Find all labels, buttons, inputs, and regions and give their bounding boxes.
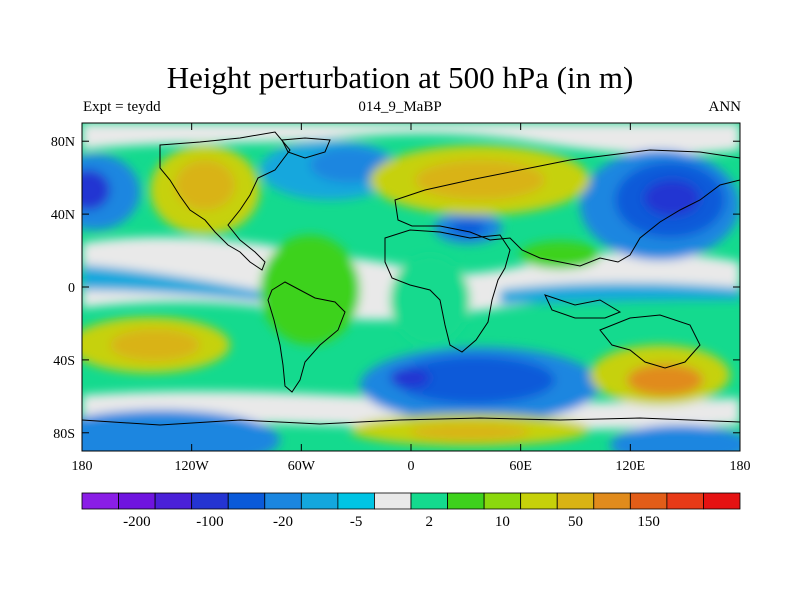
colorbar-swatch (264, 492, 302, 510)
contour-field (82, 123, 740, 451)
y-tick-label: 40S (53, 354, 75, 369)
case-label: 014_9_MaBP (358, 99, 442, 115)
y-tick-label: 40N (51, 208, 75, 223)
colorbar-label: -200 (123, 514, 151, 530)
colorbar-swatch (483, 492, 522, 510)
experiment-label: Expt = teydd (83, 99, 161, 115)
colorbar-label: 10 (495, 514, 510, 530)
y-tick-label: 80N (51, 135, 75, 150)
colorbar-label: 150 (637, 514, 660, 530)
colorbar-swatch (300, 492, 339, 510)
colorbar-swatch (337, 492, 375, 510)
colorbar-label: 2 (426, 514, 434, 530)
x-tick-label: 120W (175, 459, 210, 474)
colorbar-swatch (447, 492, 485, 510)
colorbar-swatch (556, 492, 595, 510)
colorbar-label: 50 (568, 514, 583, 530)
colorbar-swatch (593, 492, 631, 510)
colorbar-swatch (629, 492, 668, 510)
colorbar (81, 492, 741, 510)
colorbar-swatch (227, 492, 266, 510)
colorbar-swatch (520, 492, 558, 510)
colorbar-label: -5 (350, 514, 363, 530)
y-tick-label: 80S (53, 427, 75, 442)
colorbar-swatch (374, 492, 412, 510)
map-title: Height perturbation at 500 hPa (in m) (166, 60, 634, 95)
y-tick-label: 0 (68, 281, 75, 296)
colorbar-swatch (81, 492, 119, 510)
x-tick-label: 0 (408, 459, 415, 474)
season-label: ANN (708, 99, 742, 115)
x-tick-label: 120E (616, 459, 646, 474)
x-tick-label: 180 (72, 459, 93, 474)
colorbar-swatch (666, 492, 704, 510)
x-tick-label: 60E (509, 459, 532, 474)
colorbar-swatch (154, 492, 193, 510)
colorbar-swatch (118, 492, 156, 510)
colorbar-swatch (410, 492, 448, 510)
colorbar-label: -100 (196, 514, 224, 530)
x-tick-label: 180 (730, 459, 751, 474)
colorbar-label: -20 (273, 514, 293, 530)
x-tick-label: 60W (288, 459, 316, 474)
colorbar-swatch (703, 492, 741, 510)
colorbar-swatch (191, 492, 229, 510)
